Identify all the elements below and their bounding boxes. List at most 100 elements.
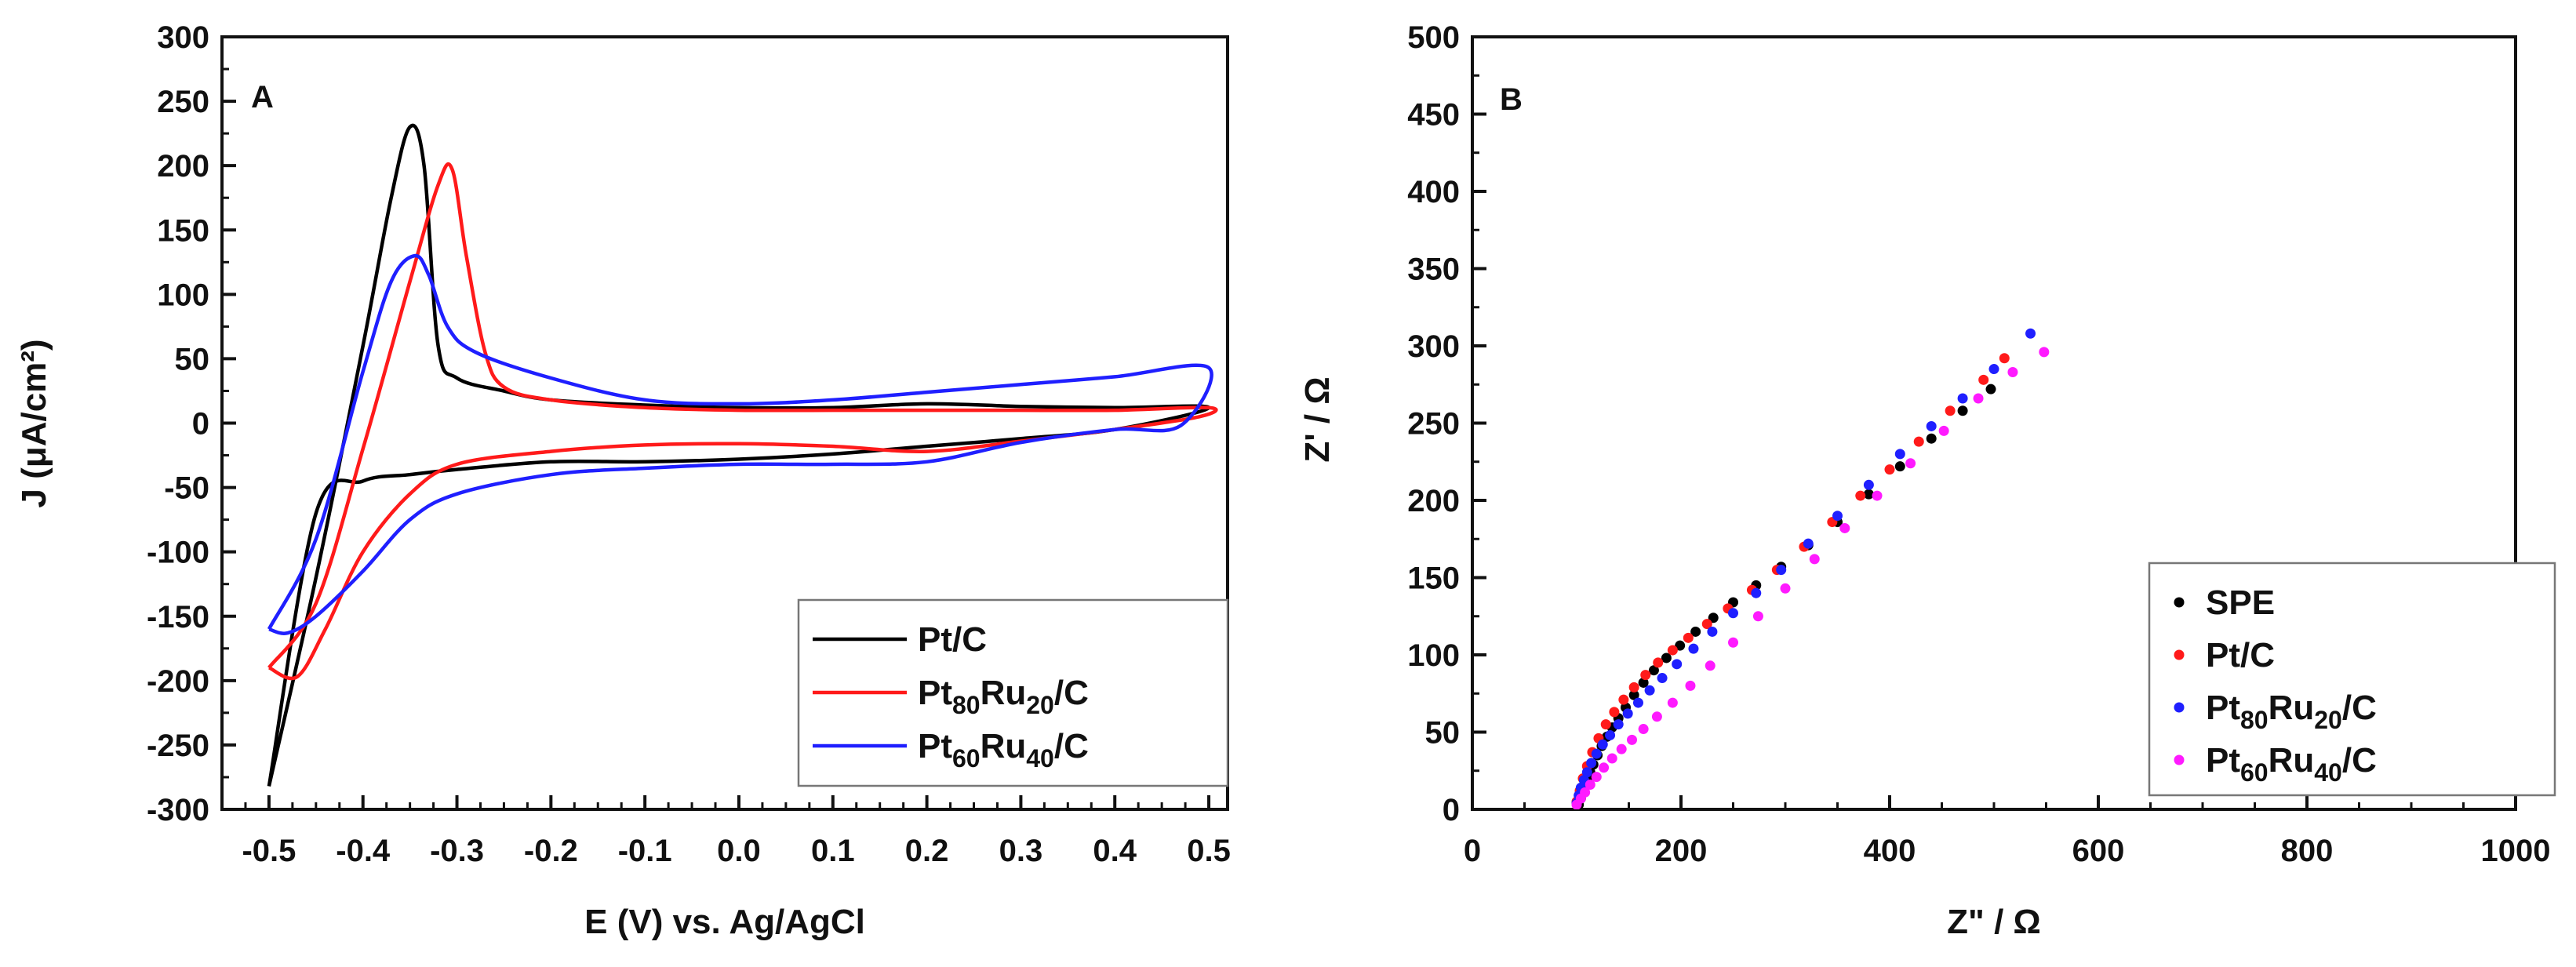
data-point-pt60ru40-c [1780, 583, 1791, 594]
x-tick-label: 1000 [2481, 834, 2551, 868]
data-point-pt60ru40-c [1728, 637, 1738, 648]
data-point-spe [1985, 384, 1996, 394]
y-tick-label: 200 [1407, 484, 1460, 518]
data-point-pt-c [1884, 464, 1895, 475]
plot-frame [220, 35, 1229, 811]
y-tick-label: -300 [147, 793, 209, 827]
data-point-pt60ru40-c [1809, 554, 1820, 565]
data-point-spe [1957, 405, 1968, 416]
data-point-pt60ru40-c [1599, 762, 1610, 773]
data-point-pt80ru20-c [1776, 565, 1787, 576]
data-point-pt-c [1653, 657, 1664, 668]
x-tick-label: 0.4 [1093, 834, 1137, 868]
data-point-pt80ru20-c [1657, 673, 1668, 684]
y-tick-label: 0 [192, 407, 209, 442]
data-point-pt60ru40-c [1606, 753, 1617, 764]
data-point-pt60ru40-c [1651, 711, 1662, 722]
data-point-spe [1863, 489, 1874, 500]
data-point-spe [1628, 689, 1639, 700]
x-tick-label: 0.2 [905, 834, 949, 868]
data-point-pt-c [1618, 694, 1629, 705]
legend-label-pt60ru40-c: Pt60Ru40/C [2206, 741, 2377, 787]
legend-swatch-pt-c [2174, 649, 2185, 660]
series-line-pt60ru40-c [267, 253, 1213, 635]
data-point-pt-c [1628, 682, 1639, 693]
x-tick-label: -0.1 [618, 834, 672, 868]
y-tick-label: -200 [147, 664, 209, 699]
legend-label-pt80ru20-c: Pt80Ru20/C [2206, 689, 2377, 734]
data-point-pt80ru20-c [1613, 719, 1624, 730]
chart-panel-B: 0 200 400 600 800 1000 0 50 100 150 200 250 300 350 40… [1298, 20, 2556, 941]
data-point-spe [1648, 665, 1659, 676]
y-tick-label: 350 [1407, 253, 1460, 287]
x-tick-label: 0.1 [811, 834, 855, 868]
data-point-pt60ru40-c [1839, 522, 1850, 533]
x-tick-label: 200 [1655, 834, 1708, 868]
series-line-pt-c [267, 123, 1211, 787]
data-point-pt60ru40-c [1973, 393, 1984, 404]
data-point-pt-c [1701, 619, 1712, 630]
legend-label-pt60ru40-c: Pt60Ru40/C [918, 727, 1089, 773]
data-point-pt80ru20-c [2025, 328, 2036, 339]
y-tick-label: 0 [1443, 793, 1460, 827]
legend-label-pt-c: Pt/C [2206, 636, 2275, 674]
series-line-pt80ru20-c [267, 162, 1218, 681]
data-point-pt-c [1945, 405, 1956, 416]
x-axis-label: Z" / Ω [1947, 903, 2041, 941]
y-tick-label: -50 [164, 471, 209, 506]
y-axis-label: Z' / Ω [1298, 376, 1337, 462]
x-tick-label: 400 [1864, 834, 1916, 868]
data-point-pt80ru20-c [1803, 538, 1814, 549]
data-point-pt60ru40-c [1685, 680, 1696, 691]
data-point-spe [1661, 653, 1672, 663]
x-tick-label: -0.2 [524, 834, 578, 868]
y-tick-label: 50 [1425, 716, 1461, 751]
data-point-pt80ru20-c [1863, 479, 1874, 490]
data-point-pt-c [1640, 670, 1651, 681]
legend-label-spe: SPE [2206, 583, 2275, 622]
data-point-pt60ru40-c [1580, 787, 1591, 798]
data-point-pt60ru40-c [1591, 772, 1602, 783]
y-tick-label: 100 [1407, 638, 1460, 673]
data-point-pt60ru40-c [1752, 611, 1763, 622]
data-point-pt80ru20-c [1957, 393, 1968, 404]
y-tick-label: 300 [1407, 329, 1460, 364]
y-tick-label: 250 [1407, 407, 1460, 442]
data-point-pt80ru20-c [1581, 767, 1592, 778]
data-point-pt80ru20-c [1894, 449, 1905, 460]
data-point-pt60ru40-c [1667, 697, 1678, 708]
data-point-pt60ru40-c [1638, 724, 1649, 735]
data-point-pt80ru20-c [1586, 758, 1597, 769]
data-point-pt60ru40-c [2039, 347, 2050, 358]
y-tick-label: -100 [147, 536, 209, 570]
y-tick-label: 100 [157, 278, 209, 312]
x-tick-label: 800 [2281, 834, 2334, 868]
y-tick-label: 450 [1407, 98, 1460, 133]
data-point-pt80ru20-c [1644, 685, 1655, 696]
y-tick-label: -150 [147, 600, 209, 634]
data-point-pt80ru20-c [1728, 608, 1738, 619]
y-tick-label: 400 [1407, 175, 1460, 209]
x-tick-label: 0.5 [1187, 834, 1231, 868]
data-point-pt-c [1600, 719, 1611, 730]
y-tick-label: 250 [157, 85, 209, 119]
data-point-pt-c [1913, 436, 1924, 447]
data-point-pt80ru20-c [1988, 364, 1999, 375]
legend: SPE Pt/C Pt80Ru20/C Pt60Ru40/C [2148, 562, 2556, 797]
data-point-pt60ru40-c [1705, 660, 1716, 671]
data-point-pt80ru20-c [1751, 587, 1762, 598]
legend-label-pt-c: Pt/C [918, 620, 987, 659]
series-layer [267, 123, 1218, 787]
data-point-pt60ru40-c [1626, 734, 1637, 745]
data-point-pt80ru20-c [1622, 708, 1633, 719]
x-tick-label: 0.3 [999, 834, 1043, 868]
y-tick-label: 150 [1407, 562, 1460, 596]
legend: Pt/C Pt80Ru20/C Pt60Ru40/C [797, 598, 1229, 787]
data-point-pt60ru40-c [1938, 425, 1949, 436]
plot-frame [1471, 35, 2517, 811]
data-point-pt80ru20-c [1926, 420, 1937, 431]
data-point-pt80ru20-c [1707, 626, 1718, 637]
x-tick-label: -0.4 [336, 834, 391, 868]
data-point-pt60ru40-c [1585, 779, 1595, 790]
